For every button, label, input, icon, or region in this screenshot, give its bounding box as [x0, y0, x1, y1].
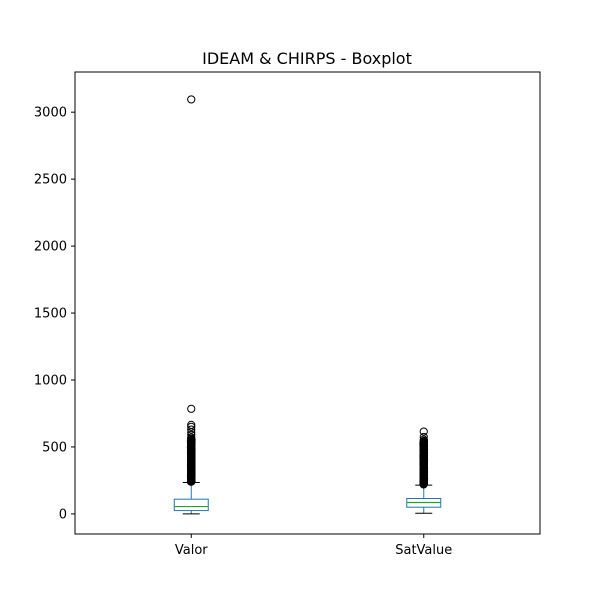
outlier-point [419, 432, 428, 442]
plot-frame [74, 71, 541, 535]
box-valor [173, 498, 209, 512]
outlier-point [187, 95, 196, 104]
outlier-point [187, 430, 196, 440]
outlier-point [187, 425, 196, 434]
y-tick-label: 2000 [34, 240, 67, 255]
y-tick-label: 0 [59, 507, 67, 522]
outlier-point [187, 420, 196, 429]
outlier-point [187, 422, 196, 431]
outlier-point [419, 427, 428, 436]
outlier-point [187, 404, 196, 413]
y-tick-label: 2500 [34, 173, 67, 188]
chart-title: IDEAM & CHIRPS - Boxplot [202, 49, 412, 68]
x-tick-label: SatValue [395, 543, 452, 558]
y-tick-label: 500 [42, 440, 67, 455]
outlier-point [187, 433, 196, 442]
plot-area: 0 500 1000 1500 2000 2500 3000 Valor SatValue [34, 95, 452, 558]
y-tick-label: 1000 [34, 374, 67, 389]
outlier-point [419, 435, 428, 444]
y-tick-label: 1500 [34, 307, 67, 322]
x-tick-label: Valor [175, 543, 208, 558]
y-tick-label: 3000 [34, 106, 67, 121]
